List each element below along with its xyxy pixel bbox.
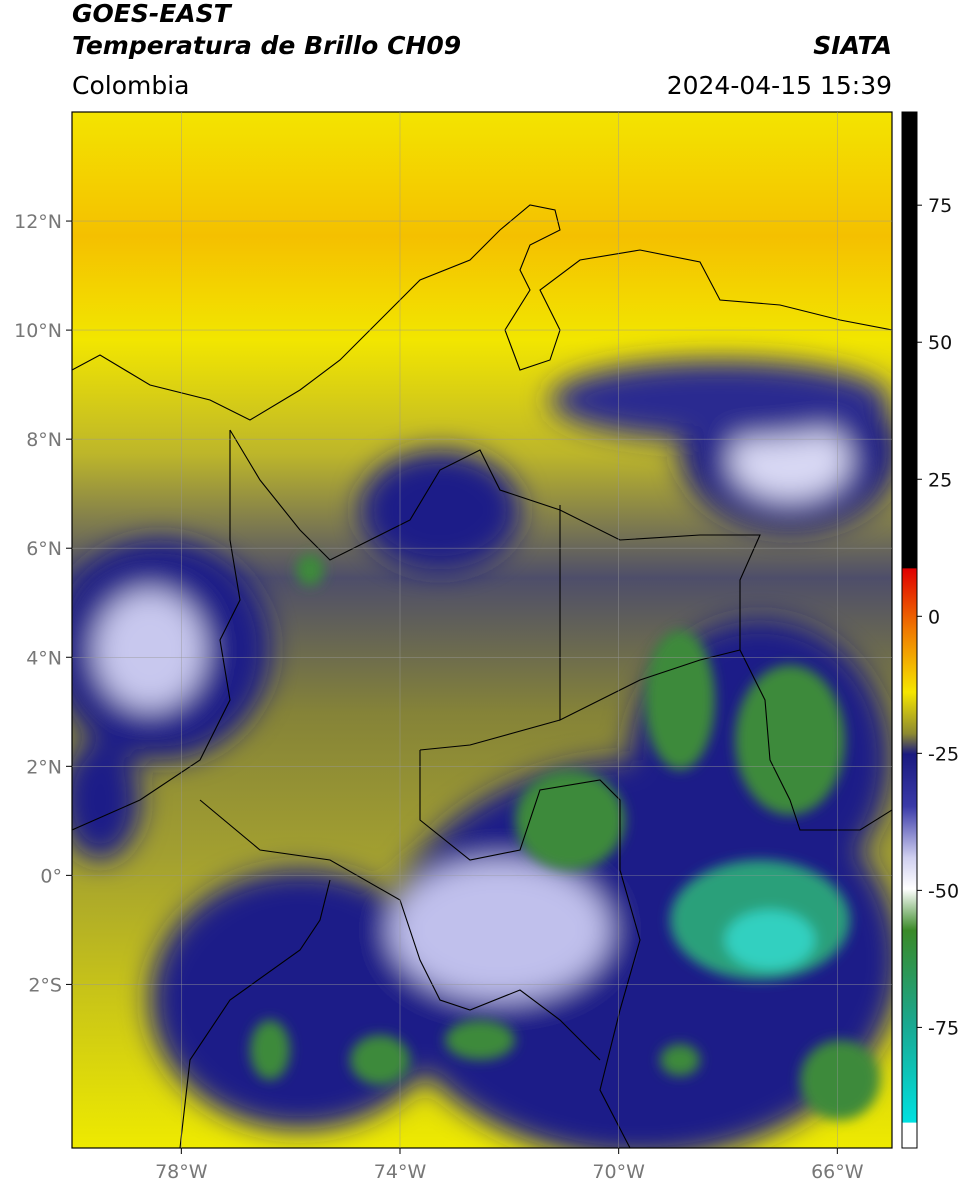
subtitle: Temperatura de Brillo CH09 xyxy=(72,31,461,60)
colorbar-label: 50 xyxy=(928,332,952,354)
y-tick-label: 2°S xyxy=(28,974,62,996)
colorbar-label: 25 xyxy=(928,469,952,491)
borders xyxy=(72,204,892,1148)
colorbar-label: -25 xyxy=(928,743,959,765)
colorbar-label: 75 xyxy=(928,195,952,217)
colorbar-label: -50 xyxy=(928,880,959,902)
country-border xyxy=(419,719,641,1148)
country-border xyxy=(72,430,601,1061)
axes: 78°W 74°W 70°W 66°W 12°N 10°N 8°N 6°N 4°N 2°N 0° 2°… xyxy=(14,112,959,1183)
source: SIATA xyxy=(813,31,892,60)
colorbar xyxy=(901,111,918,1149)
country-border xyxy=(559,505,741,721)
colorbar-label: 0 xyxy=(928,606,940,628)
y-tick-label: 12°N xyxy=(14,211,62,233)
x-tick-label: 70°W xyxy=(592,1161,645,1183)
map-frame xyxy=(71,111,893,1149)
x-tick-label: 74°W xyxy=(374,1161,427,1183)
title: GOES-EAST xyxy=(72,0,233,28)
satellite-image xyxy=(72,112,892,1148)
datetime: 2024-04-15 15:39 xyxy=(667,71,892,100)
y-tick-label: 4°N xyxy=(26,647,62,669)
country-border xyxy=(179,879,331,1148)
y-tick-label: 2°N xyxy=(26,756,62,778)
x-tick-label: 78°W xyxy=(155,1161,208,1183)
x-tick-label: 66°W xyxy=(811,1161,864,1183)
y-tick-label: 8°N xyxy=(26,429,62,451)
y-tick-label: 10°N xyxy=(14,320,62,342)
country-border xyxy=(229,429,892,831)
y-tick-label: 0° xyxy=(40,865,62,887)
country-border xyxy=(72,204,892,421)
colorbar-label: -75 xyxy=(928,1017,959,1039)
y-tick-label: 6°N xyxy=(26,538,62,560)
region: Colombia xyxy=(72,71,189,100)
